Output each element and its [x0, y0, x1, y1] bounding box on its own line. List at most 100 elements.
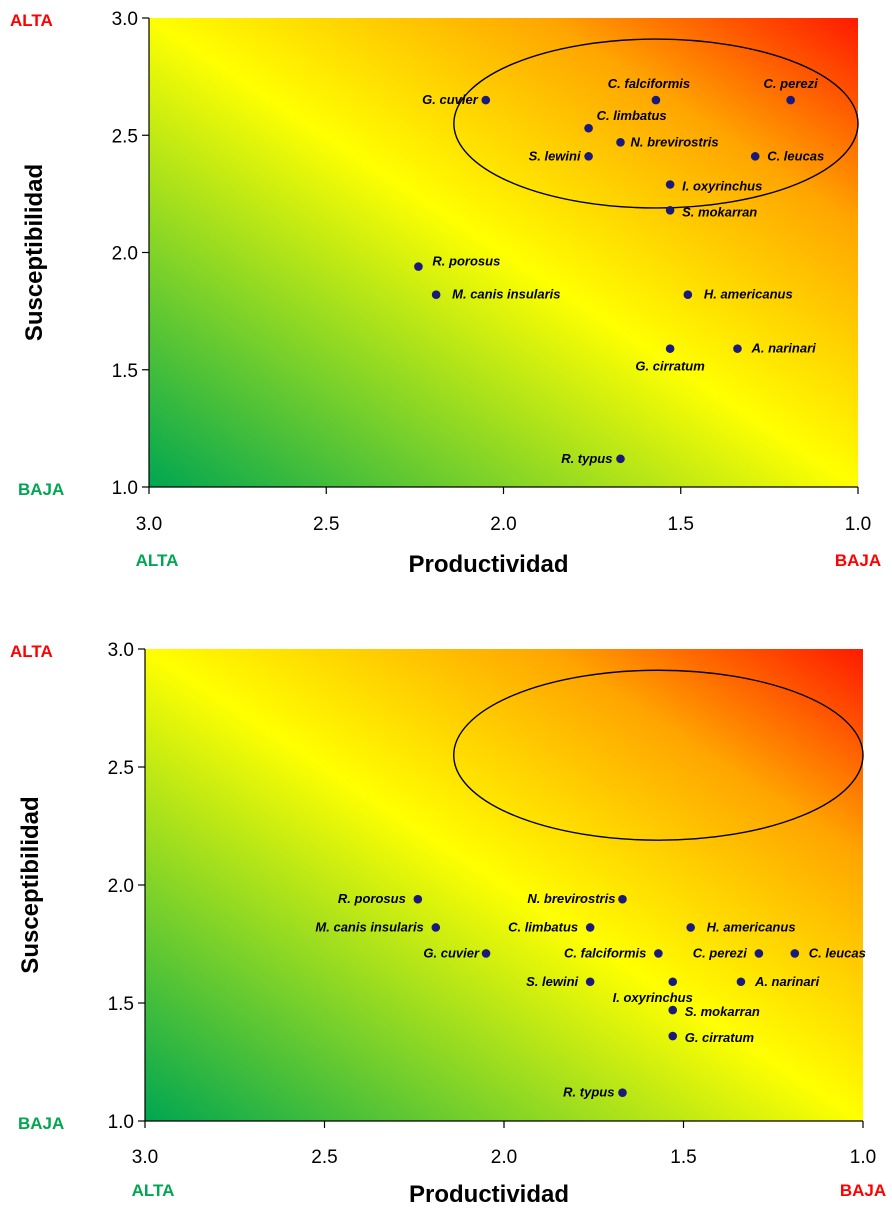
data-point [665, 205, 675, 215]
data-point [481, 949, 491, 958]
x-low-productivity-label: BAJA [835, 551, 881, 570]
x-tick-label: 2.0 [490, 514, 516, 535]
data-point-label: C. perezi [693, 945, 748, 960]
data-point [790, 949, 800, 958]
data-point-label: I. oxyrinchus [682, 178, 762, 193]
chart-panel-2: 3.0 2.5 2.0 1.5 1.0 1.0 1.5 2.0 2.5 3.0 Productivi… [10, 640, 886, 1208]
data-point-label: M. canis insularis [315, 919, 423, 934]
data-point [584, 123, 593, 133]
data-point-label: R. typus [563, 1085, 614, 1100]
data-point [754, 949, 764, 958]
x-axis-title: Productividad [408, 551, 568, 578]
data-point [413, 894, 423, 904]
data-point-label: R. porosus [432, 254, 500, 269]
y-tick-label: 1.0 [108, 1112, 134, 1133]
data-point-label: G. cirratum [635, 359, 705, 374]
data-point [665, 180, 675, 189]
data-point-label: G. cuvier [422, 92, 479, 107]
data-point-label: C. leucas [767, 148, 824, 163]
data-point [733, 344, 742, 353]
data-point [668, 1005, 678, 1015]
y-high-label: ALTA [10, 11, 53, 30]
x-axis-title: Productividad [409, 1181, 569, 1208]
y-axis-title: Susceptibilidad [17, 796, 44, 973]
data-point-label: S. mokarran [685, 1004, 760, 1019]
data-point [750, 152, 760, 161]
y-tick-label: 1.5 [108, 994, 134, 1015]
data-point [651, 95, 661, 105]
data-point-label: G. cirratum [685, 1030, 755, 1045]
data-point [786, 95, 795, 105]
x-high-productivity-label: ALTA [136, 551, 179, 570]
data-point-label: N. brevirostris [630, 134, 718, 149]
data-point [668, 1031, 678, 1041]
data-point [414, 262, 423, 271]
data-point-label: S. lewini [526, 974, 578, 989]
data-point-label: S. mokarran [682, 204, 757, 219]
data-point [585, 923, 595, 932]
y-tick-label: 2.5 [108, 758, 134, 779]
y-tick-label: 3.0 [108, 640, 134, 661]
y-tick-label: 2.0 [112, 244, 138, 265]
y-tick-label: 2.0 [108, 876, 134, 897]
x-tick-label: 3.0 [132, 1147, 158, 1168]
y-tick-label: 1.5 [112, 361, 138, 382]
data-point-label: I. oxyrinchus [613, 990, 693, 1005]
chart-panel-1: 3.0 2.5 2.0 1.5 1.0 1.0 1.5 2.0 2.5 3.0 Productivi… [10, 9, 881, 578]
y-tick-label: 2.5 [112, 126, 138, 147]
y-axis-title: Susceptibilidad [21, 164, 48, 341]
data-point [616, 137, 625, 147]
y-low-label: BAJA [18, 480, 64, 499]
data-point [736, 977, 746, 987]
x-high-productivity-label: ALTA [132, 1181, 175, 1200]
data-point-label: A. narinari [750, 341, 816, 356]
data-point [654, 949, 663, 958]
x-tick-label: 1.0 [850, 1147, 876, 1168]
data-point-label: C. limbatus [508, 919, 578, 934]
data-point-label: H. americanus [707, 919, 796, 934]
data-point [431, 923, 441, 932]
data-point-label: S. lewini [529, 148, 581, 163]
data-point-label: R. porosus [338, 891, 406, 906]
x-tick-label: 1.5 [670, 1147, 696, 1168]
x-tick-label: 1.5 [668, 514, 694, 535]
data-point [481, 95, 491, 105]
data-point-label: A. narinari [754, 974, 820, 989]
x-tick-label: 1.0 [845, 514, 871, 535]
data-point-label: M. canis insularis [452, 287, 560, 302]
data-point-label: R. typus [561, 451, 612, 466]
data-point-label: G. cuvier [423, 945, 480, 960]
data-point-label: C. limbatus [597, 108, 667, 123]
data-point-label: C. falciformis [608, 76, 690, 91]
data-point [668, 977, 678, 987]
plot-area [149, 18, 858, 487]
data-point [584, 152, 593, 161]
x-tick-label: 2.5 [313, 514, 339, 535]
y-high-label: ALTA [10, 642, 53, 661]
data-point-label: N. brevirostris [527, 891, 615, 906]
x-tick-label: 2.5 [311, 1147, 337, 1168]
data-point [665, 344, 675, 353]
y-low-label: BAJA [18, 1114, 64, 1133]
data-point [618, 894, 627, 904]
data-point [431, 290, 441, 300]
y-tick-label: 1.0 [112, 478, 138, 499]
data-point-label: C. leucas [809, 945, 866, 960]
y-tick-label: 3.0 [112, 9, 138, 30]
data-point-label: H. americanus [704, 287, 793, 302]
data-point-label: C. falciformis [564, 945, 646, 960]
data-point [683, 290, 693, 300]
x-low-productivity-label: BAJA [840, 1181, 886, 1200]
data-point [585, 977, 595, 987]
plot-area [145, 649, 863, 1121]
high-risk-ellipse [453, 669, 864, 841]
high-risk-ellipse [453, 38, 859, 209]
data-point-label: C. perezi [764, 76, 819, 91]
x-tick-label: 2.0 [491, 1147, 517, 1168]
data-point [686, 923, 695, 932]
data-point [618, 1088, 627, 1097]
data-point [616, 454, 625, 464]
x-tick-label: 3.0 [136, 514, 162, 535]
